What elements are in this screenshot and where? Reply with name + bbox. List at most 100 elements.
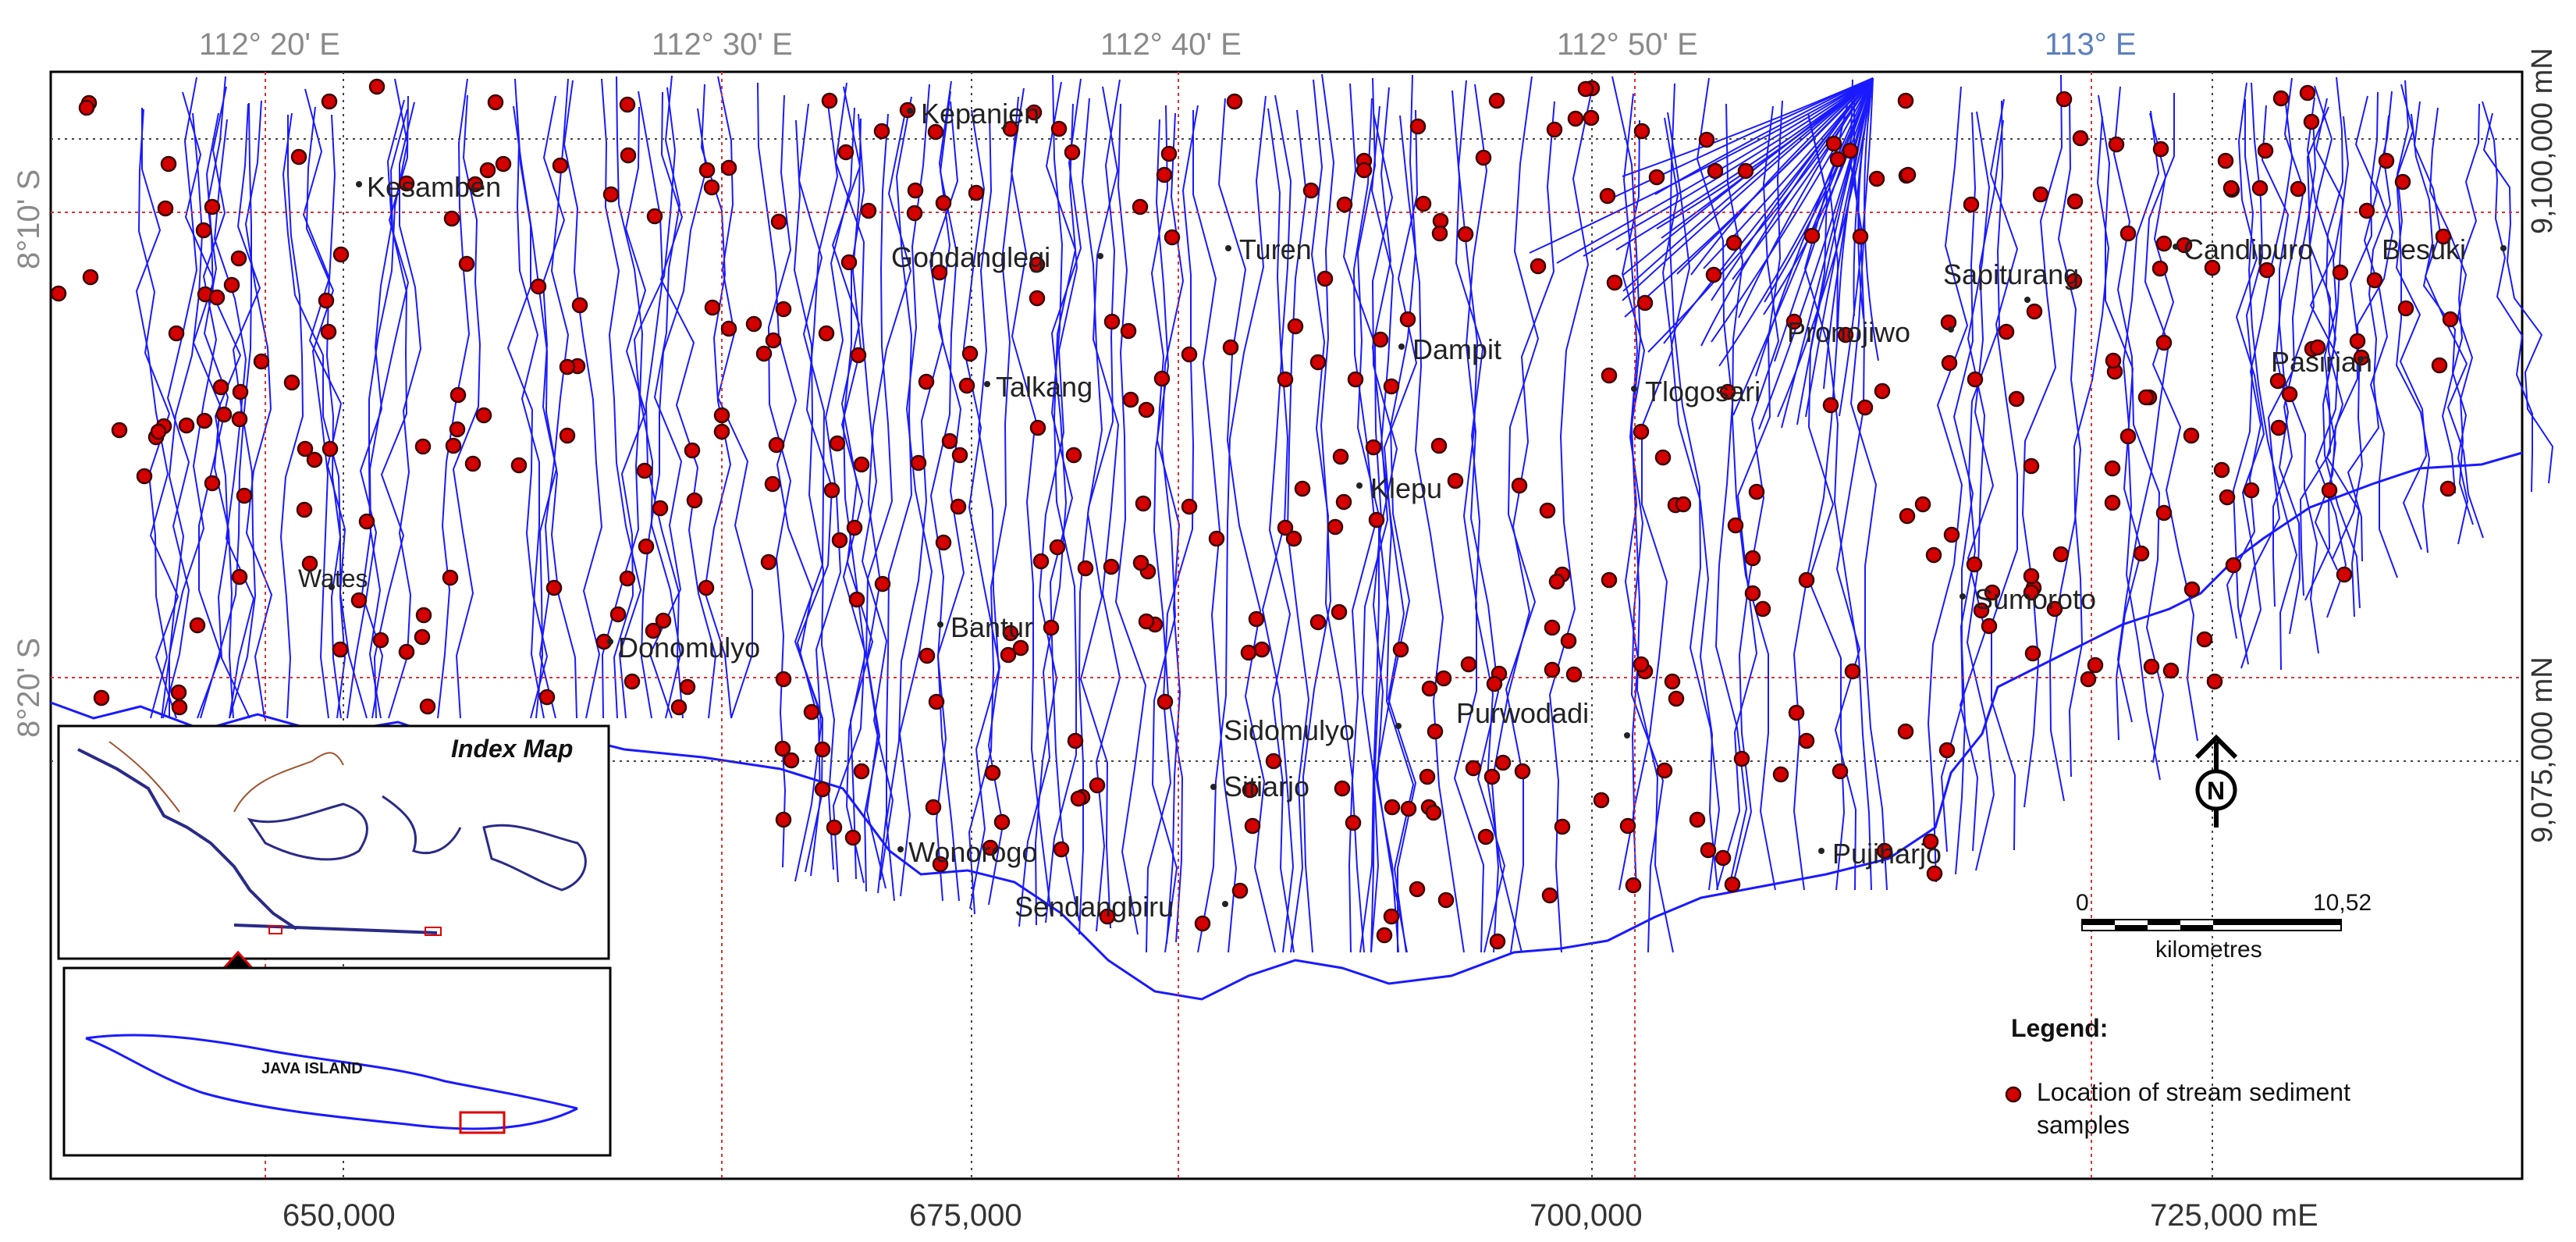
sample-marker (559, 427, 576, 444)
place-label: Dampit (1412, 333, 1501, 365)
sample-marker (850, 347, 867, 364)
sample-marker (1601, 571, 1618, 589)
sample-marker (1601, 367, 1618, 384)
sample-marker (1619, 817, 1636, 835)
sample-marker (1925, 546, 1942, 564)
sample-marker (1347, 371, 1364, 388)
sample-marker (1400, 800, 1417, 817)
sample-marker (2104, 460, 2121, 477)
sample-marker (624, 673, 641, 690)
scale-end: 10,52 (2313, 890, 2372, 916)
river-line (2411, 113, 2469, 545)
latitude-label: 8°10' S (12, 169, 46, 269)
north-arrow-letter: N (2207, 777, 2225, 805)
sample-marker (2023, 584, 2040, 601)
sample-marker (2213, 461, 2230, 479)
sample-marker (1705, 266, 1722, 283)
sample-marker (2258, 262, 2276, 279)
sample-marker (1560, 632, 1577, 649)
sample-marker (1309, 354, 1327, 371)
sample-marker (679, 678, 696, 696)
sample-marker (208, 289, 226, 306)
sample-marker (1421, 680, 1438, 697)
sample-marker (1099, 908, 1116, 925)
river-line (1725, 103, 1776, 891)
sample-marker (204, 475, 221, 492)
sample-marker (414, 628, 431, 646)
sample-marker (1648, 169, 1665, 186)
sample-marker (1077, 560, 1094, 577)
river-line (1763, 77, 1874, 315)
river-line (969, 111, 1000, 909)
sample-marker (821, 92, 838, 109)
sample-marker (1029, 290, 1046, 307)
river-line (200, 102, 252, 719)
sample-marker (1222, 339, 1239, 356)
sample-marker (1852, 228, 1869, 245)
sample-marker (720, 320, 737, 337)
place-label: Kesamben (367, 171, 501, 203)
river-line (1609, 77, 1874, 200)
river-line (535, 95, 566, 719)
river-line (1622, 77, 1874, 301)
sample-marker (2052, 546, 2070, 563)
longitude-label: 112° 30' E (652, 27, 793, 62)
sample-marker (1277, 519, 1294, 536)
sample-marker (2349, 333, 2366, 350)
sample-marker (1226, 93, 1243, 110)
sample-marker (846, 519, 863, 536)
sample-marker (1967, 371, 1984, 388)
sample-marker (2222, 180, 2240, 197)
sample-marker (495, 155, 512, 173)
river-line (1267, 108, 1295, 953)
sample-marker (1334, 780, 1351, 797)
sample-marker (530, 278, 547, 295)
sample-marker (1926, 865, 1943, 882)
river-line (1966, 111, 1995, 871)
sample-marker (204, 198, 221, 215)
sample-marker (1194, 915, 1211, 932)
place-label: Sitiarjo (1224, 770, 1309, 802)
sample-marker (2225, 557, 2242, 574)
sample-marker (1457, 226, 1474, 243)
sample-marker (910, 454, 927, 472)
river-line (1647, 77, 1874, 353)
sample-marker (1025, 104, 1043, 121)
river-line (1010, 87, 1052, 916)
sample-marker (1664, 673, 1681, 690)
sample-marker (1798, 571, 1815, 589)
river-line (1839, 77, 1874, 417)
java-label: JAVA ISLAND (261, 1060, 363, 1077)
sample-marker (1050, 120, 1068, 137)
river-line (1192, 110, 1238, 953)
river-line (2308, 85, 2361, 617)
sample-marker (232, 383, 249, 400)
sample-marker (2104, 494, 2121, 511)
sample-marker (1208, 530, 1225, 547)
river-line (506, 101, 549, 719)
sample-marker (1043, 619, 1060, 636)
sample-marker (301, 555, 318, 572)
easting-label: 725,000 mE (2150, 1198, 2318, 1233)
sample-marker (765, 332, 782, 349)
sample-marker (1714, 849, 1732, 867)
sample-marker (2269, 372, 2286, 390)
sample-marker (760, 553, 777, 571)
sample-marker (1511, 477, 1528, 494)
sample-marker (2023, 568, 2040, 585)
easting-label: 700,000 (1530, 1198, 1643, 1233)
sample-marker (1675, 496, 1692, 513)
sample-marker (1181, 346, 1198, 363)
sample-marker (510, 457, 528, 474)
sample-marker (840, 254, 858, 271)
sample-marker (1265, 753, 1282, 770)
sample-marker (322, 440, 339, 457)
river-line (1548, 92, 1592, 953)
sample-marker (487, 94, 504, 111)
river-line (182, 91, 234, 719)
sample-marker (1698, 131, 1715, 148)
river-line (1663, 77, 1874, 344)
sample-marker (2119, 428, 2137, 445)
sample-marker (93, 689, 110, 706)
sample-marker (950, 498, 967, 515)
